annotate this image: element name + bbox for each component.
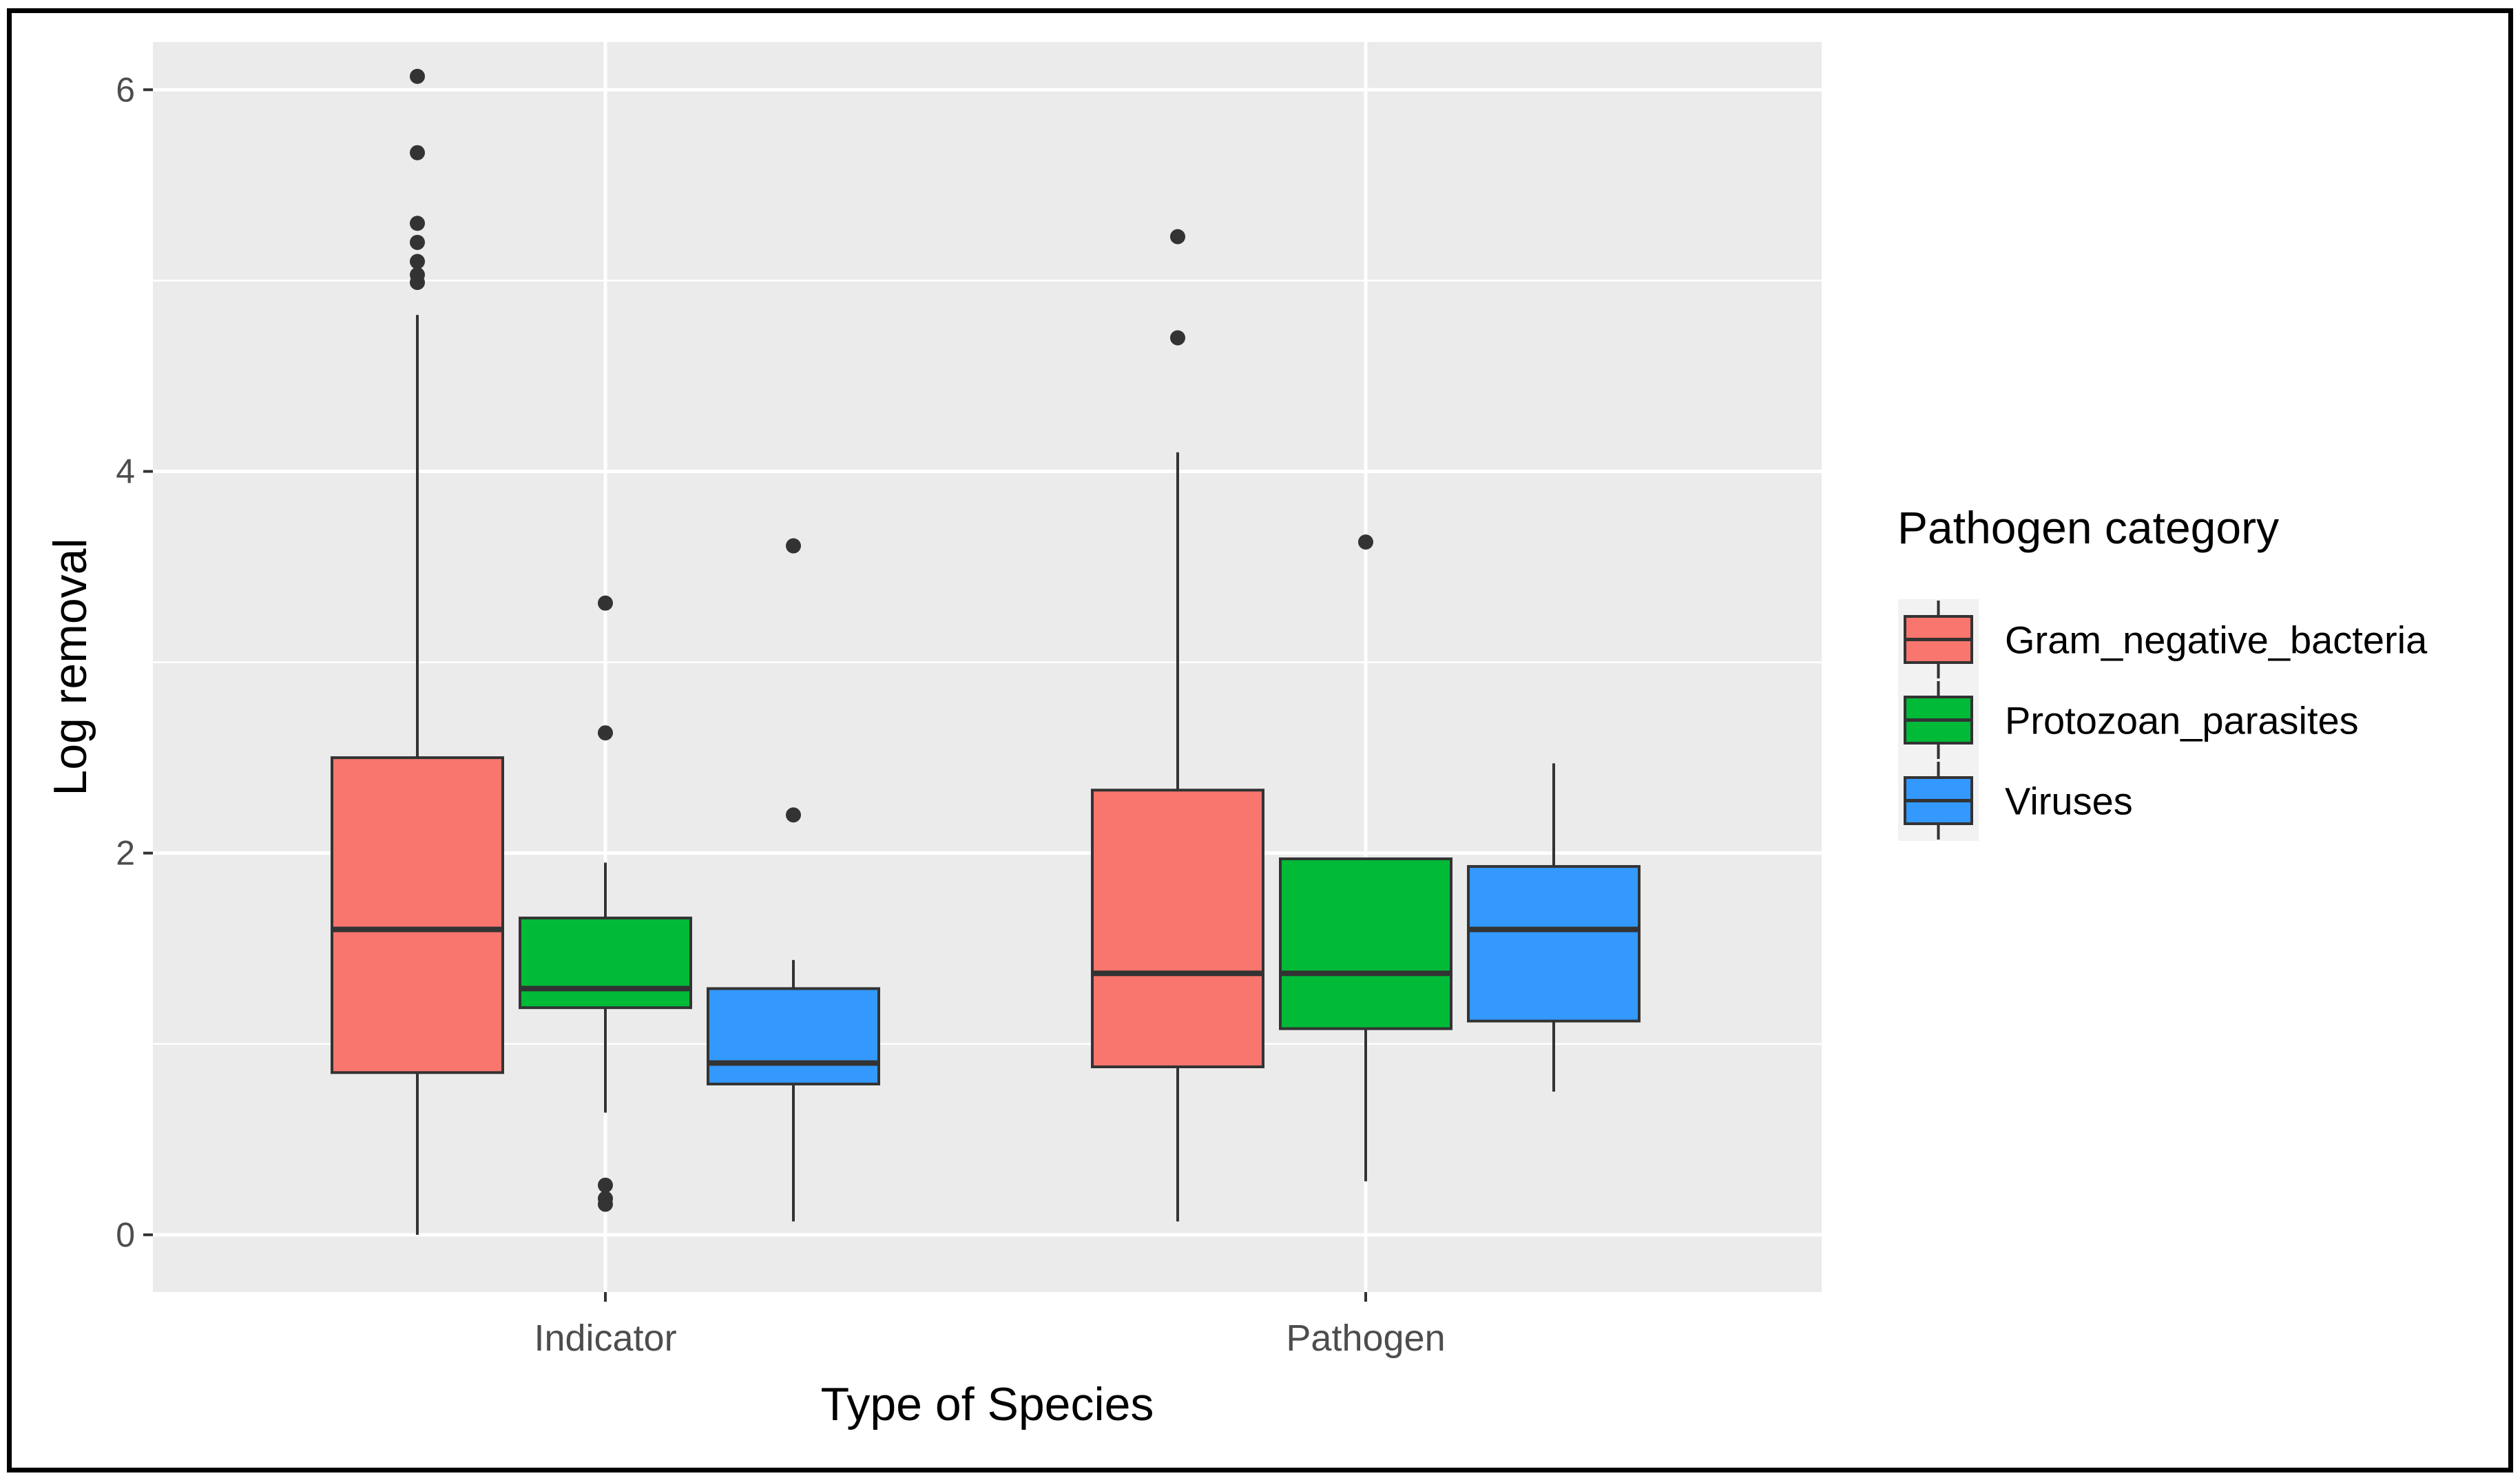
legend-title: Pathogen category: [1897, 502, 2279, 553]
axes: 0 2 4 6 Indicator Pathogen: [116, 70, 1445, 1359]
box-iqr: [1279, 857, 1452, 1030]
legend-key-Viruses: [1898, 760, 1979, 841]
outlier-point: [410, 216, 425, 231]
y-tick-label: 4: [116, 452, 135, 490]
outlier-point: [598, 1196, 613, 1212]
box-Protozoan_parasites-Pathogen: [1279, 534, 1452, 1182]
box-Viruses-Indicator: [707, 538, 880, 1222]
outlier-point: [598, 595, 613, 611]
outlier-point: [786, 807, 801, 823]
box-iqr: [519, 916, 692, 1010]
y-axis-title: Log removal: [44, 538, 96, 795]
outlier-point: [410, 253, 425, 269]
x-tick-label: Indicator: [534, 1318, 676, 1359]
legend-key-Gram_negative_bacteria: [1898, 599, 1979, 680]
boxplot-chart: 0 2 4 6 Indicator Pathogen Gram_negative_bact…: [44, 42, 2428, 1430]
legend: Gram_negative_bacteria Protozoan_parasite…: [1898, 599, 2428, 841]
box-iqr: [707, 987, 880, 1085]
outlier-point: [1170, 330, 1185, 346]
box-iqr: [1467, 865, 1641, 1023]
legend-label: Gram_negative_bacteria: [2005, 618, 2428, 662]
outlier-point: [1358, 534, 1373, 550]
outlier-point: [1170, 229, 1185, 244]
outlier-point: [786, 538, 801, 554]
x-axis-title: Type of Species: [821, 1378, 1154, 1430]
legend-key-Protozoan_parasites: [1898, 680, 1979, 760]
legend-label: Viruses: [2005, 780, 2133, 823]
legend-label: Protozoan_parasites: [2005, 699, 2359, 742]
y-tick-label: 6: [116, 70, 135, 109]
outlier-point: [410, 145, 425, 160]
box-iqr: [1091, 789, 1264, 1069]
outlier-point: [410, 234, 425, 250]
outlier-point: [598, 1177, 613, 1193]
outlier-point: [598, 725, 613, 741]
outlier-point: [410, 275, 425, 291]
box-Viruses-Pathogen: [1467, 763, 1641, 1092]
y-tick-label: 0: [116, 1216, 135, 1254]
figure-frame: 0 2 4 6 Indicator Pathogen Gram_negative_bact…: [7, 8, 2513, 1472]
y-tick-label: 2: [116, 834, 135, 873]
x-tick-label: Pathogen: [1286, 1318, 1445, 1359]
box-iqr: [331, 756, 504, 1074]
box-Gram_negative_bacteria-Indicator: [331, 68, 504, 1235]
panel-background: [153, 42, 1822, 1292]
plot-panel: [153, 42, 1822, 1292]
outlier-point: [410, 68, 425, 84]
box-Protozoan_parasites-Indicator: [519, 595, 692, 1212]
box-Gram_negative_bacteria-Pathogen: [1091, 229, 1264, 1222]
